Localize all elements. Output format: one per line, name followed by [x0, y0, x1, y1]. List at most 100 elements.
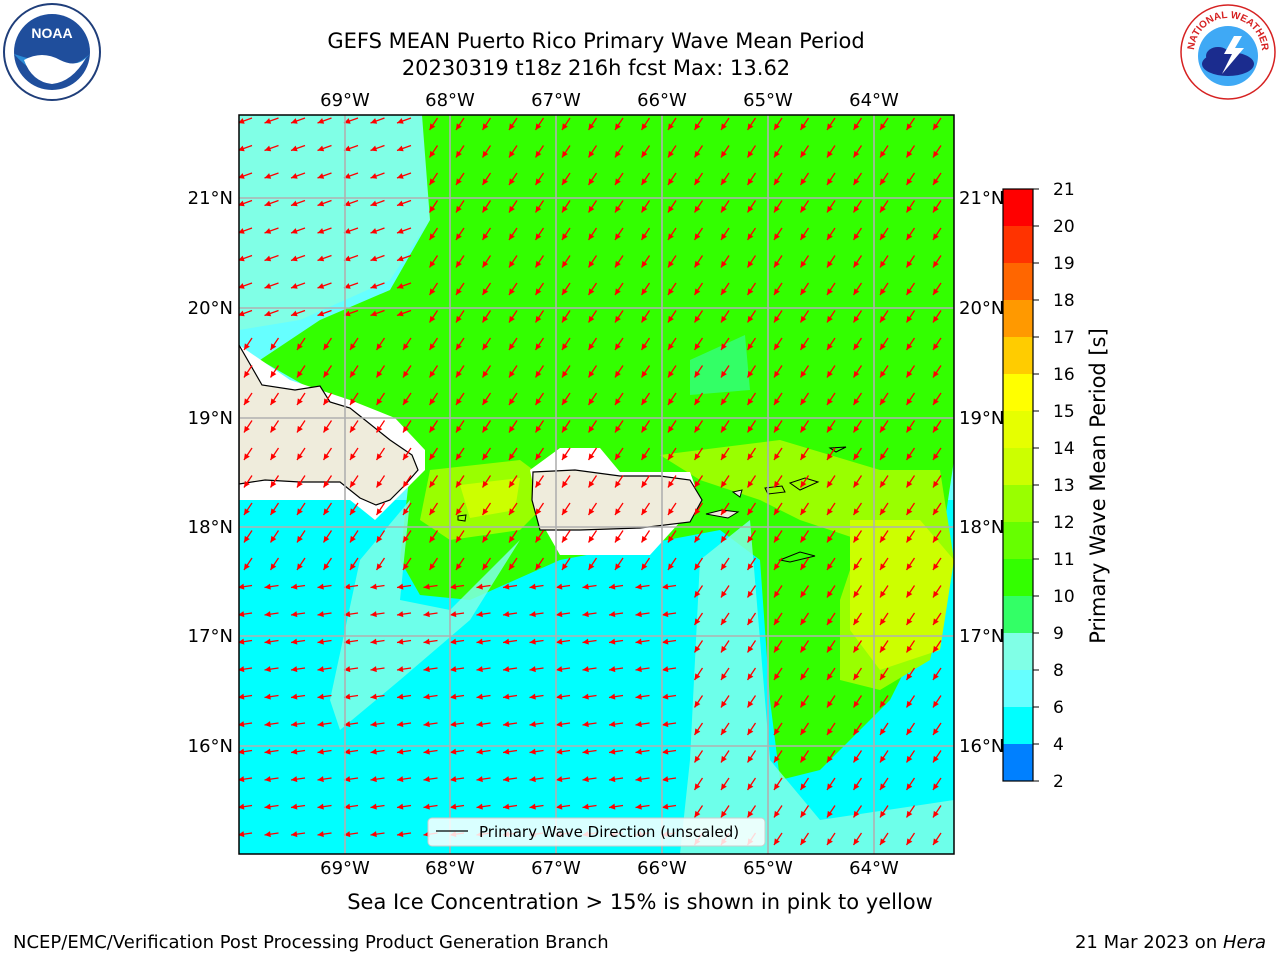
wave-arrowhead	[588, 563, 595, 570]
wave-arrowhead	[906, 453, 913, 460]
wave-arrowhead	[482, 508, 489, 515]
wave-arrowhead	[827, 838, 833, 845]
wave-arrowhead	[317, 255, 325, 262]
colorbar-segment	[1003, 522, 1033, 559]
lon-label-top: 65°W	[743, 90, 793, 111]
wave-arrowhead	[880, 480, 886, 488]
wave-arrowhead	[562, 453, 568, 460]
wave-arrowhead	[774, 123, 780, 130]
wave-arrowhead	[476, 666, 483, 673]
colorbar-segment	[1003, 707, 1033, 744]
wave-arrowhead	[774, 783, 780, 790]
wave-arrowhead	[297, 453, 303, 460]
wave-arrowhead	[933, 508, 939, 515]
wave-arrowhead	[774, 755, 780, 763]
wave-arrowhead	[800, 810, 807, 818]
wave-arrowhead	[906, 233, 913, 240]
wave-arrowhead	[482, 370, 489, 378]
wave-arrowhead	[635, 638, 642, 645]
map-area	[239, 115, 954, 854]
wave-arrowhead	[933, 590, 939, 598]
wave-arrowhead	[350, 508, 356, 515]
wave-arrowhead	[562, 508, 568, 515]
wave-arrowhead	[264, 283, 272, 289]
wave-arrowhead	[588, 260, 595, 268]
wave-arrowhead	[853, 783, 860, 790]
wave-arrowhead	[827, 728, 833, 735]
wave-arrowhead	[370, 583, 377, 590]
wave-arrowhead	[588, 370, 595, 378]
wave-arrowhead	[509, 150, 515, 158]
wave-arrowhead	[456, 315, 462, 323]
wave-arrowhead	[264, 200, 272, 207]
wave-arrowhead	[317, 748, 324, 755]
wave-arrowhead	[456, 563, 462, 570]
wave-arrowhead	[800, 480, 807, 488]
wave-arrowhead	[403, 480, 409, 488]
wave-arrowhead	[615, 508, 621, 515]
wave-arrowhead	[270, 425, 277, 433]
wave-arrowhead	[721, 178, 727, 185]
wave-arrowhead	[397, 721, 404, 728]
wave-arrowhead	[509, 563, 515, 570]
wave-arrowhead	[588, 535, 595, 543]
wave-arrowhead	[933, 260, 939, 268]
wave-arrowhead	[853, 838, 860, 845]
wave-arrowhead	[270, 398, 277, 405]
colorbar-tick-label: 8	[1053, 661, 1064, 681]
wave-arrowhead	[350, 343, 356, 350]
lat-label-left: 21°N	[188, 188, 233, 209]
wave-arrowhead	[297, 508, 303, 515]
wave-arrowhead	[370, 255, 378, 262]
wave-arrowhead	[827, 370, 833, 378]
wave-arrowhead	[774, 398, 780, 405]
wave-arrowhead	[641, 178, 648, 185]
wave-arrowhead	[264, 693, 271, 700]
wave-arrowhead	[239, 173, 245, 179]
wave-arrowhead	[747, 233, 754, 240]
wave-arrowhead	[906, 673, 913, 680]
wave-arrowhead	[906, 563, 913, 570]
wave-arrowhead	[933, 755, 939, 763]
wave-arrowhead	[562, 370, 568, 378]
wave-arrowhead	[323, 480, 330, 488]
wave-arrowhead	[774, 838, 780, 845]
wave-arrowhead	[588, 178, 595, 185]
chart-subtitle: 20230319 t18z 216h fcst Max: 13.62	[401, 56, 791, 80]
wave-arrowhead	[906, 315, 913, 323]
wave-arrowhead	[800, 783, 807, 790]
wave-arrowhead	[317, 310, 325, 317]
wave-arrowhead	[429, 288, 436, 295]
wave-arrowhead	[397, 255, 404, 262]
wave-arrowhead	[317, 831, 324, 838]
wave-arrowhead	[582, 803, 589, 810]
wave-arrowhead	[291, 145, 298, 152]
wave-arrowhead	[397, 200, 404, 207]
wave-arrowhead	[662, 748, 669, 755]
wave-arrowhead	[476, 748, 483, 755]
colorbar-segment	[1003, 263, 1033, 300]
wave-arrowhead	[721, 810, 727, 818]
wave-arrowhead	[482, 315, 489, 323]
wave-arrowhead	[264, 721, 271, 728]
lon-label-bottom: 64°W	[849, 858, 899, 879]
wave-arrowhead	[933, 178, 939, 185]
wave-arrowhead	[562, 260, 568, 268]
wave-arrowhead	[423, 748, 430, 755]
wave-arrowhead	[827, 700, 833, 708]
wave-arrowhead	[774, 673, 780, 680]
wave-arrowhead	[800, 288, 807, 295]
wave-arrowhead	[747, 618, 754, 625]
wave-arrowhead	[239, 583, 245, 590]
wave-arrowhead	[588, 453, 595, 460]
lon-label-bottom: 68°W	[425, 858, 475, 879]
colorbar-tick-label: 17	[1053, 328, 1075, 348]
wave-arrowhead	[721, 755, 727, 763]
wave-arrowhead	[774, 810, 780, 818]
wave-arrowhead	[450, 638, 457, 645]
wave-arrowhead	[800, 755, 807, 763]
wave-arrowhead	[239, 228, 245, 234]
wave-arrowhead	[317, 693, 324, 700]
wave-arrowhead	[317, 145, 325, 152]
wave-arrowhead	[635, 693, 642, 700]
